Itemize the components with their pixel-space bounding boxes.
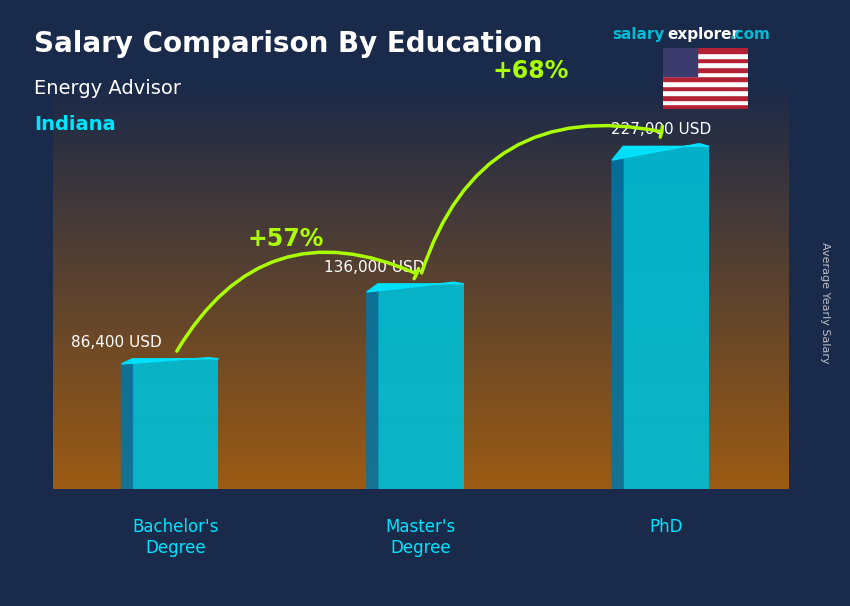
Text: salary: salary <box>612 27 665 42</box>
Text: PhD: PhD <box>649 518 683 536</box>
Bar <box>663 100 748 104</box>
Polygon shape <box>122 358 218 364</box>
Bar <box>133 359 218 489</box>
Text: explorer: explorer <box>667 27 740 42</box>
Text: Bachelor's
Degree: Bachelor's Degree <box>133 518 218 556</box>
Bar <box>663 81 748 86</box>
Text: +68%: +68% <box>493 59 570 83</box>
Text: Average Yearly Salary: Average Yearly Salary <box>819 242 830 364</box>
Bar <box>663 53 748 58</box>
Text: 86,400 USD: 86,400 USD <box>71 335 162 350</box>
Text: +57%: +57% <box>247 227 324 251</box>
Polygon shape <box>612 144 709 160</box>
Bar <box>663 72 748 76</box>
Bar <box>663 76 748 81</box>
Text: Salary Comparison By Education: Salary Comparison By Education <box>34 30 542 58</box>
Bar <box>663 48 748 53</box>
Polygon shape <box>122 359 133 489</box>
Bar <box>663 67 748 72</box>
Polygon shape <box>367 284 377 489</box>
Bar <box>663 58 748 62</box>
Text: Energy Advisor: Energy Advisor <box>34 79 181 98</box>
Text: Indiana: Indiana <box>34 115 116 134</box>
Bar <box>663 104 748 109</box>
Text: 136,000 USD: 136,000 USD <box>324 260 424 275</box>
Bar <box>663 95 748 100</box>
Bar <box>663 48 697 76</box>
Text: 227,000 USD: 227,000 USD <box>611 122 711 138</box>
Text: Master's
Degree: Master's Degree <box>386 518 456 556</box>
Bar <box>377 284 464 489</box>
Bar <box>663 86 748 90</box>
Text: .com: .com <box>729 27 770 42</box>
Bar <box>663 90 748 95</box>
Bar <box>663 62 748 67</box>
Bar <box>623 147 709 489</box>
Polygon shape <box>612 147 623 489</box>
Polygon shape <box>367 282 464 292</box>
